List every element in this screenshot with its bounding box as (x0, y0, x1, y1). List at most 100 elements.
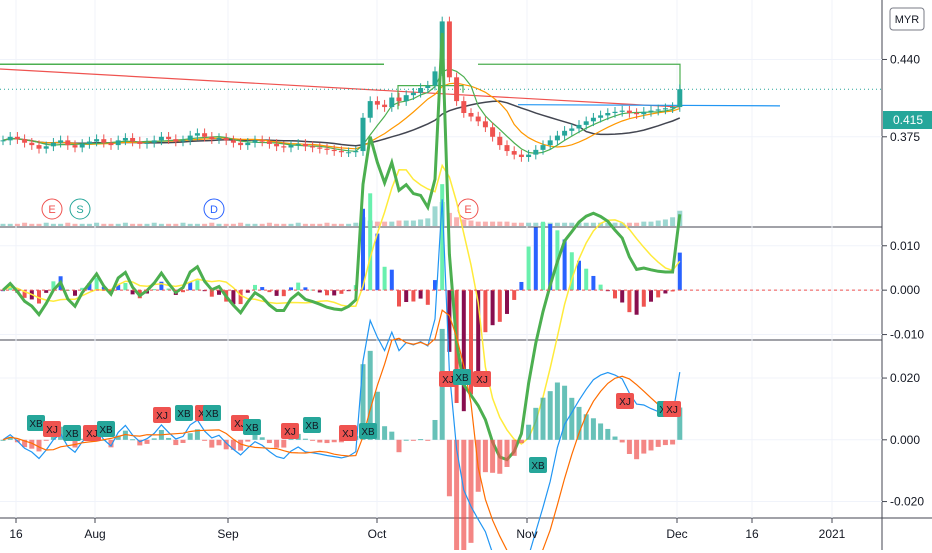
candle[interactable] (209, 136, 215, 140)
candle[interactable] (0, 140, 6, 142)
signal-badge[interactable] (97, 421, 115, 437)
candle[interactable] (374, 101, 380, 105)
candle[interactable] (252, 140, 258, 143)
currency-badge[interactable] (889, 7, 925, 31)
candle[interactable] (576, 124, 582, 129)
signal-badge[interactable] (663, 401, 681, 417)
candle[interactable] (396, 97, 402, 102)
candle[interactable] (569, 128, 575, 131)
candle[interactable] (655, 109, 661, 111)
candle[interactable] (310, 146, 316, 148)
candle[interactable] (194, 133, 200, 136)
candle[interactable] (72, 145, 78, 148)
candle[interactable] (482, 121, 488, 128)
candle[interactable] (562, 130, 568, 136)
candle[interactable] (670, 107, 676, 109)
candle[interactable] (29, 142, 35, 146)
candle[interactable] (94, 139, 100, 142)
candle[interactable] (346, 152, 352, 154)
signal-badge[interactable] (243, 419, 261, 435)
oscillator-pane-1[interactable] (0, 32, 882, 462)
candle[interactable] (158, 136, 164, 141)
candle[interactable] (446, 21, 452, 78)
candle[interactable] (662, 108, 668, 110)
candle[interactable] (540, 145, 546, 150)
candle[interactable] (497, 136, 503, 146)
signal-badge[interactable] (27, 415, 45, 431)
candle[interactable] (605, 113, 611, 116)
candle[interactable] (403, 95, 409, 102)
candle[interactable] (331, 149, 337, 152)
candle[interactable] (230, 140, 236, 143)
signal-badge[interactable] (529, 457, 547, 473)
signal-badge[interactable] (359, 423, 377, 439)
candle[interactable] (288, 145, 294, 148)
candle[interactable] (108, 142, 114, 146)
candle[interactable] (641, 111, 647, 115)
event-marker[interactable] (69, 198, 91, 220)
signal-badge[interactable] (303, 417, 321, 433)
candle[interactable] (338, 151, 344, 153)
candle[interactable] (173, 139, 179, 142)
candle[interactable] (266, 141, 272, 144)
candle[interactable] (115, 140, 121, 146)
candle[interactable] (554, 135, 560, 141)
candle[interactable] (245, 142, 251, 146)
candle[interactable] (14, 136, 20, 140)
candle[interactable] (166, 136, 172, 140)
candle[interactable] (410, 92, 416, 96)
candle[interactable] (504, 145, 510, 152)
candle[interactable] (302, 143, 308, 147)
candle[interactable] (677, 89, 683, 108)
signal-badge[interactable] (203, 405, 221, 421)
candle[interactable] (389, 97, 395, 108)
candle[interactable] (36, 145, 42, 149)
signal-badge[interactable] (281, 423, 299, 439)
signal-badge[interactable] (453, 369, 471, 385)
signal-badge[interactable] (439, 371, 457, 387)
candle[interactable] (432, 71, 438, 86)
candle[interactable] (86, 141, 92, 144)
candle[interactable] (490, 127, 496, 137)
candle[interactable] (137, 141, 143, 144)
candle[interactable] (295, 143, 301, 146)
candle[interactable] (526, 154, 532, 158)
candle[interactable] (151, 140, 157, 143)
signal-badge[interactable] (63, 425, 81, 441)
candle[interactable] (65, 140, 71, 146)
candle[interactable] (468, 113, 474, 117)
signal-badge[interactable] (43, 421, 61, 437)
candle[interactable] (461, 101, 467, 113)
candle[interactable] (547, 140, 553, 146)
candle[interactable] (425, 85, 431, 89)
candle[interactable] (626, 110, 632, 113)
candle[interactable] (187, 135, 193, 141)
candle[interactable] (324, 148, 330, 150)
candle[interactable] (598, 115, 604, 118)
candle[interactable] (454, 77, 460, 102)
candle[interactable] (612, 111, 618, 113)
event-marker[interactable] (203, 198, 225, 220)
candle[interactable] (317, 147, 323, 149)
candle[interactable] (58, 140, 64, 143)
candle[interactable] (360, 117, 366, 152)
candle[interactable] (259, 140, 265, 142)
candle[interactable] (130, 137, 136, 142)
candle[interactable] (533, 149, 539, 155)
candle[interactable] (144, 142, 150, 144)
candle[interactable] (101, 139, 107, 143)
candle[interactable] (238, 142, 244, 146)
signal-badge[interactable] (175, 405, 193, 421)
candle[interactable] (418, 88, 424, 93)
candle[interactable] (619, 110, 625, 112)
candle[interactable] (281, 146, 287, 148)
candle[interactable] (22, 139, 28, 143)
candle[interactable] (223, 137, 229, 141)
candle[interactable] (353, 151, 359, 153)
signal-badge[interactable] (473, 371, 491, 387)
candle[interactable] (518, 154, 524, 158)
candle[interactable] (7, 136, 13, 141)
candle[interactable] (122, 137, 128, 141)
candle[interactable] (382, 104, 388, 108)
